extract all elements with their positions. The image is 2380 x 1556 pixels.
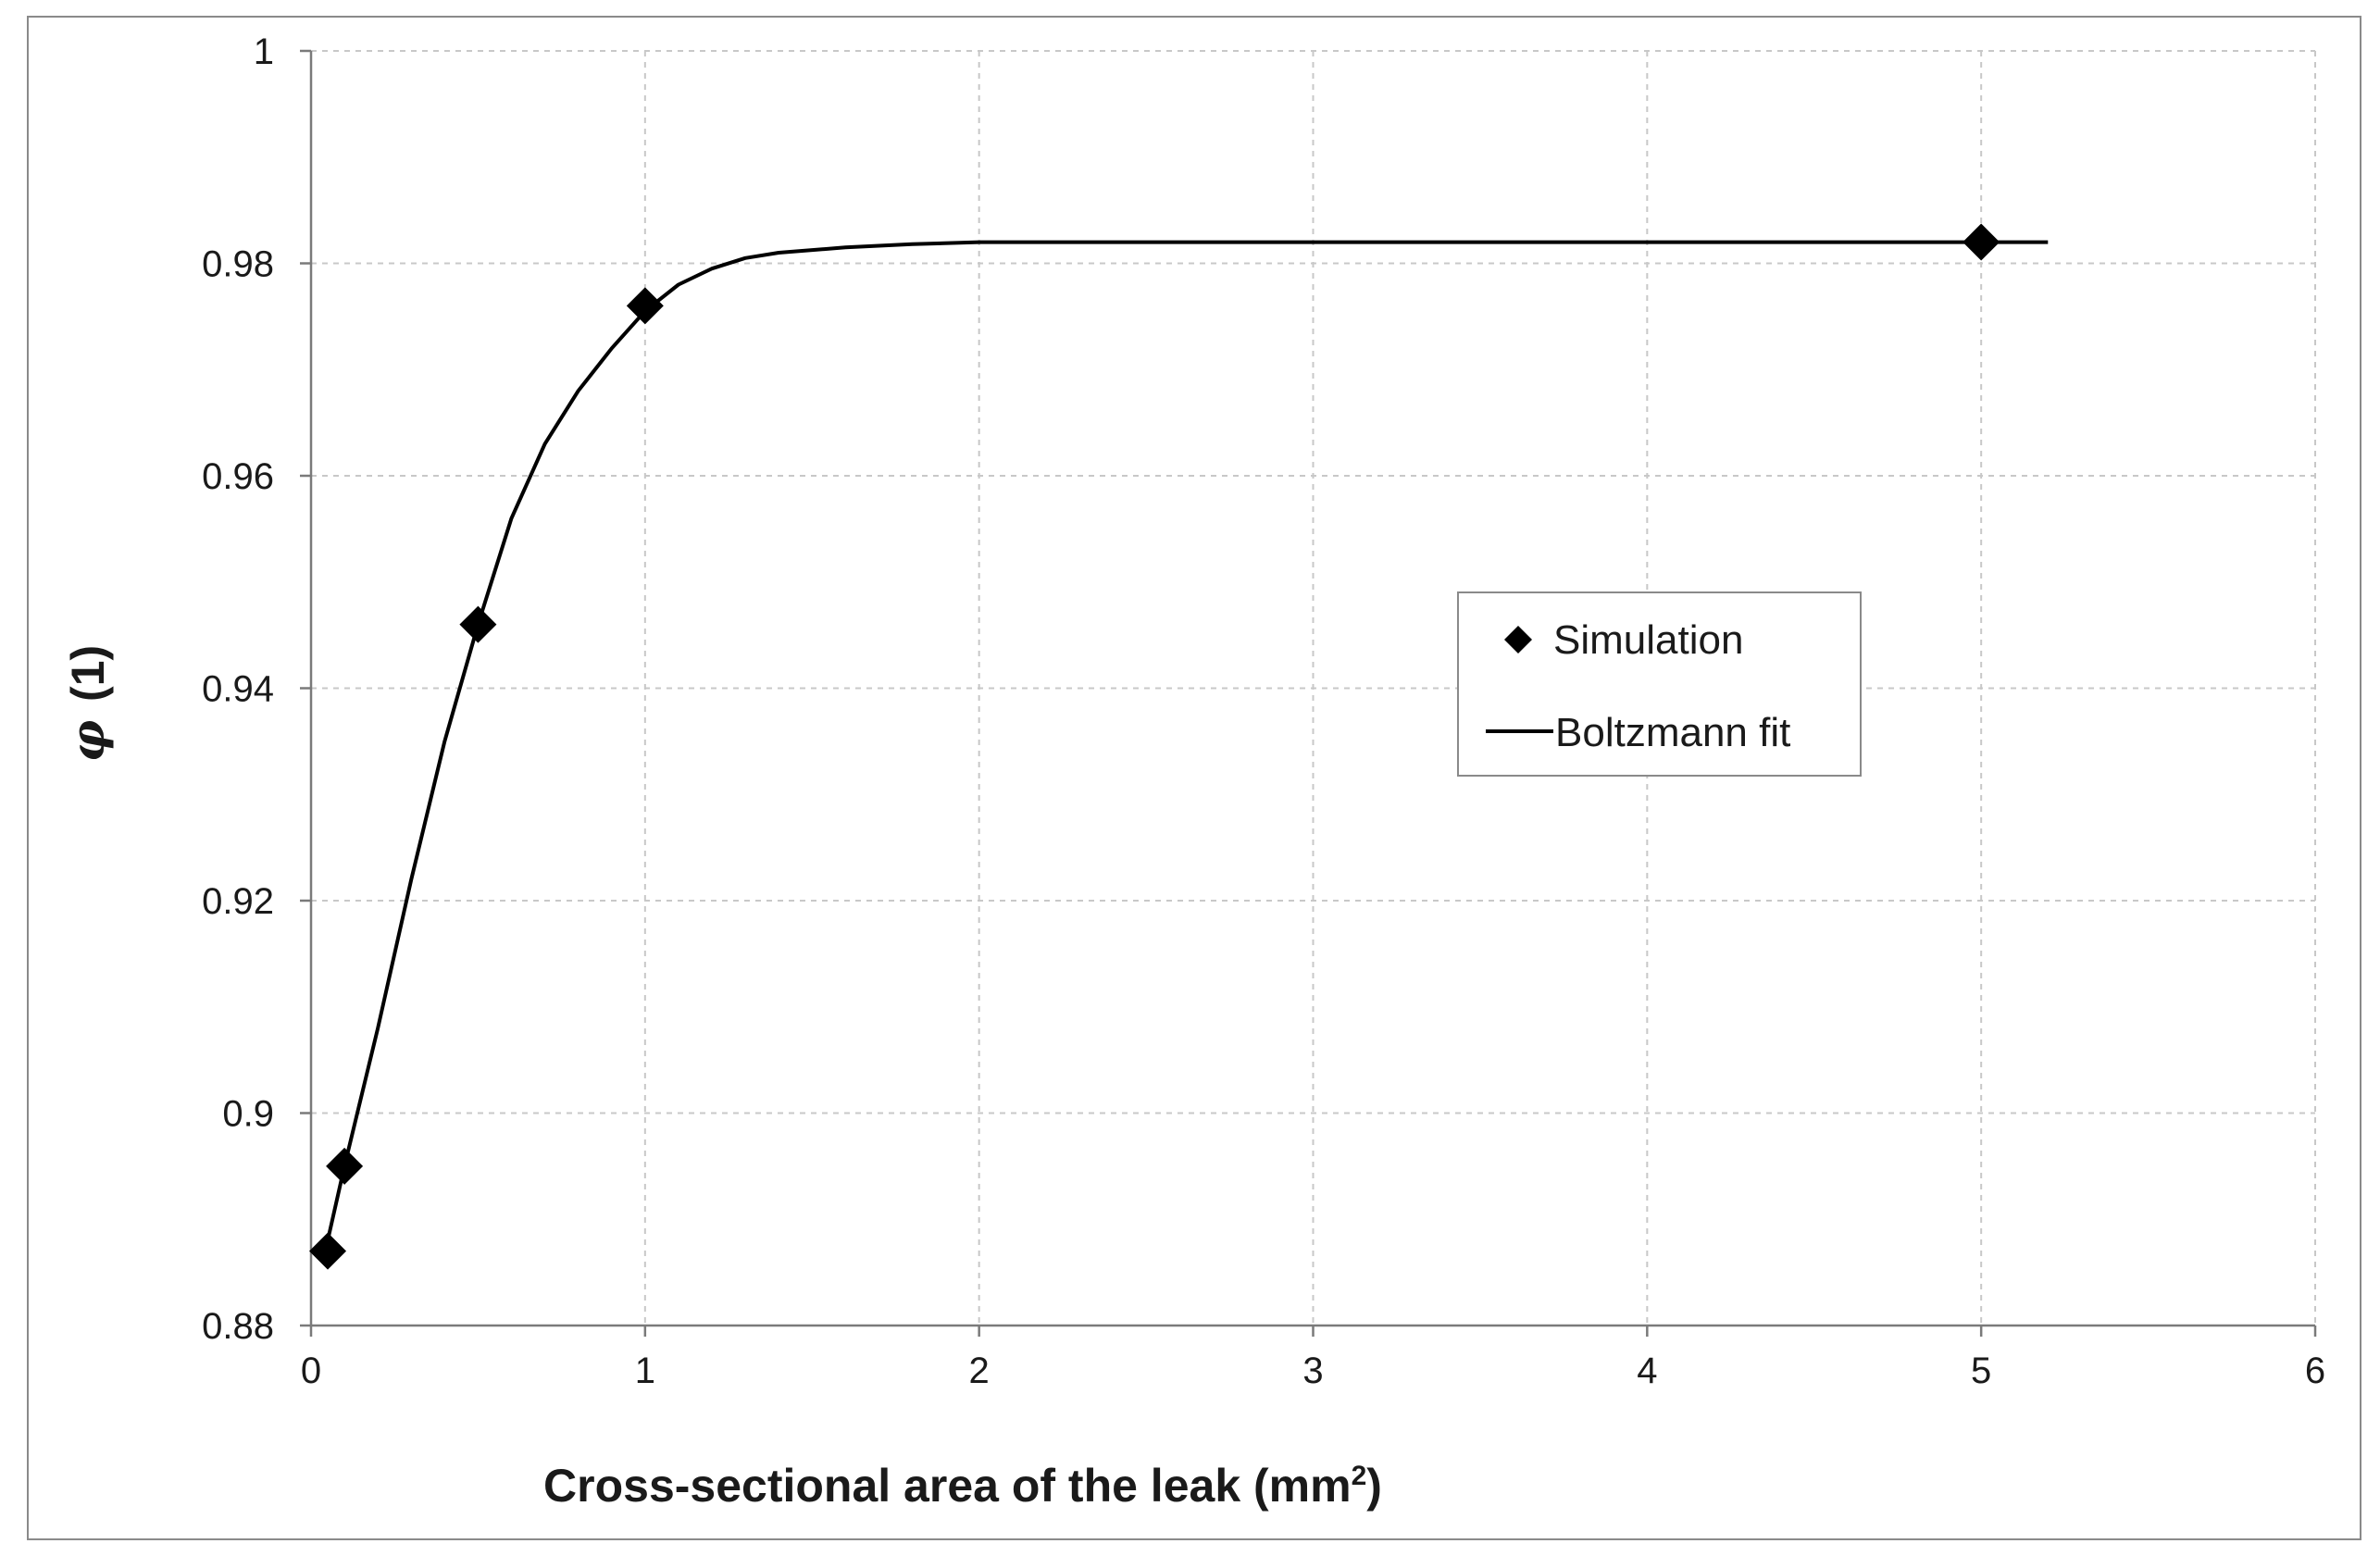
fit-line-group	[326, 240, 2049, 1241]
simulation-points-group	[309, 223, 2000, 1270]
boltzmann-fit-line	[326, 240, 2049, 1241]
legend: Simulation Boltzmann fit	[1457, 591, 1862, 777]
svg-text:φ(1): φ (1)	[60, 645, 115, 762]
legend-label-fit: Boltzmann fit	[1555, 710, 1790, 755]
y-tick-label: 0.96	[202, 456, 274, 497]
y-tick-label: 0.88	[202, 1306, 274, 1347]
x-axis-title-superscript: 2	[1352, 1461, 1367, 1491]
x-tick-label: 5	[1971, 1351, 1991, 1391]
simulation-point	[326, 1147, 364, 1185]
grid	[311, 50, 2316, 1326]
x-axis-title: Cross-sectional area of the leak (mm2)	[543, 1460, 1382, 1512]
axes	[300, 49, 2317, 1337]
y-tick-label: 0.9	[222, 1094, 274, 1135]
y-axis-title-symbol: φ	[60, 720, 115, 762]
y-tick-label: 1	[254, 31, 274, 72]
simulation-point	[1963, 223, 2000, 261]
x-tick-label: 6	[2305, 1351, 2325, 1391]
figure-frame	[27, 16, 2361, 1540]
y-tick-label: 0.92	[202, 881, 274, 922]
legend-label-simulation: Simulation	[1553, 617, 1743, 663]
x-tick-label: 3	[1302, 1351, 1323, 1391]
y-tick-label: 0.94	[202, 669, 274, 710]
x-tick-label: 1	[635, 1351, 655, 1391]
tick-labels: 0 1 2 3 4 5 6 0.88 0.9 0.92 0.94 0.96 0.98 1	[202, 31, 2325, 1391]
simulation-point	[626, 287, 664, 325]
x-tick-label: 4	[1637, 1351, 1657, 1391]
simulation-point	[459, 605, 497, 643]
y-axis-title-unit: (1)	[62, 645, 114, 702]
y-axis-title: φ (1)	[60, 645, 115, 762]
legend-diamond-icon	[1504, 626, 1532, 654]
simulation-point	[309, 1232, 347, 1270]
legend-box	[1457, 591, 1862, 777]
x-tick-label: 0	[301, 1351, 321, 1391]
y-tick-label: 0.98	[202, 244, 274, 285]
x-tick-label: 2	[969, 1351, 990, 1391]
